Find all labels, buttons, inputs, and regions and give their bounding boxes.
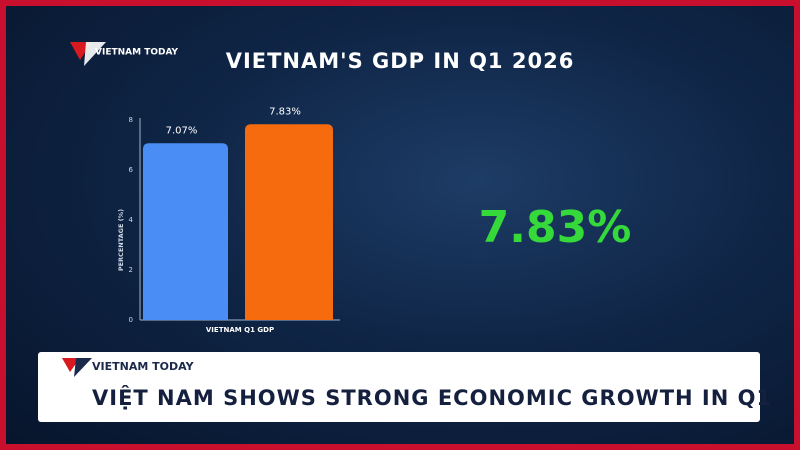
chart-title: VIETNAM'S GDP IN Q1 2026 <box>226 49 575 73</box>
value-label: 7.07% <box>166 125 198 136</box>
brand: VIETNAM TODAY <box>95 48 179 58</box>
banner-logo <box>74 358 92 377</box>
headline: VIỆT NAM SHOWS STRONG ECONOMIC GROWTH IN… <box>92 384 772 410</box>
y-tick-label: 4 <box>129 216 134 224</box>
banner: VIETNAM TODAY VIỆT NAM SHOWS STRONG ECON… <box>38 352 772 422</box>
y-tick-label: 6 <box>129 166 134 174</box>
highlight-value: 7.83% <box>479 202 632 253</box>
y-axis-label: PERCENTAGE (%) <box>117 209 125 271</box>
x-axis-label: VIETNAM Q1 GDP <box>206 326 274 334</box>
bar <box>143 143 228 320</box>
chart: VIETNAM TODAY VIETNAM'S GDP IN Q1 2026 P… <box>38 42 772 422</box>
y-tick-label: 8 <box>129 116 133 124</box>
bar <box>245 124 333 320</box>
y-tick-label: 0 <box>129 316 133 324</box>
y-tick-label: 2 <box>129 266 133 274</box>
logo: VIETNAM TODAY <box>70 42 179 66</box>
banner-logo <box>62 358 80 372</box>
banner-brand: VIETNAM TODAY <box>92 360 195 373</box>
value-label: 7.83% <box>269 106 301 117</box>
banner-box <box>38 352 760 422</box>
logo-mark <box>84 42 106 66</box>
